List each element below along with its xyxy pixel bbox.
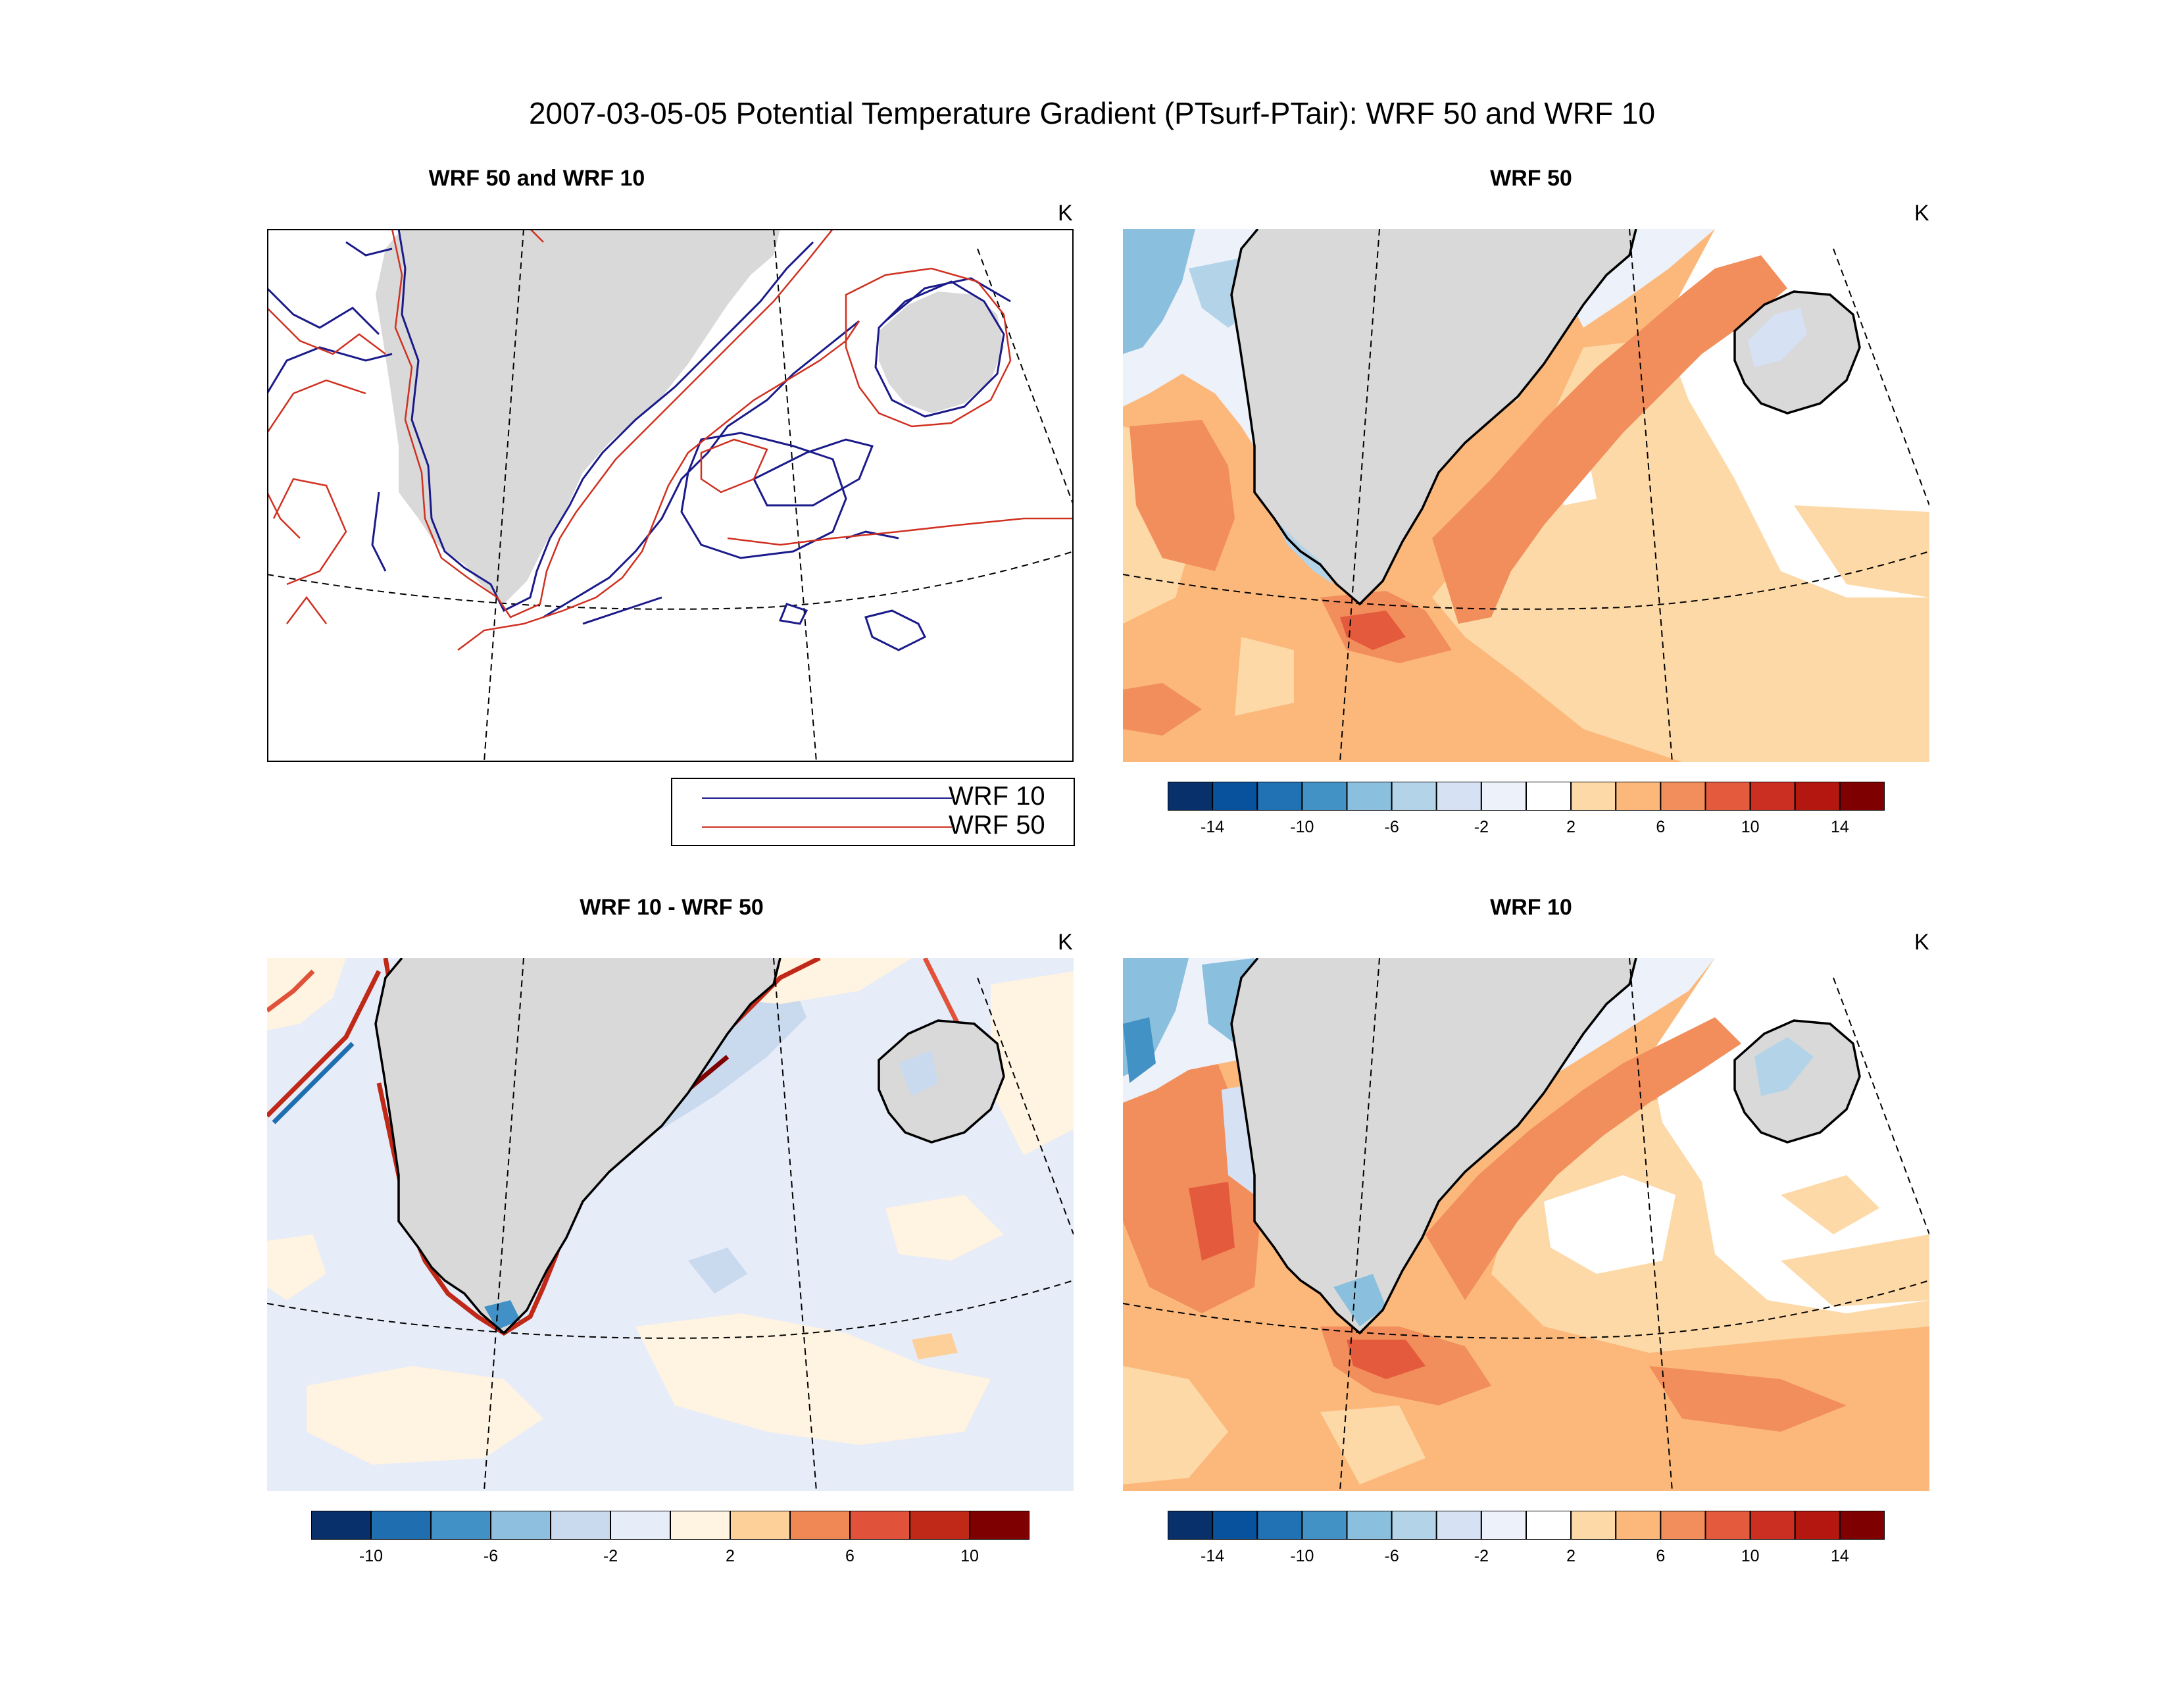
- legend-line-wrf50: [702, 826, 952, 828]
- colorbar-tick-label: 10: [960, 1547, 979, 1565]
- colorbar-swatch: [1256, 1510, 1303, 1540]
- figure-title: 2007-03-05-05 Potential Temperature Grad…: [528, 96, 1656, 130]
- colorbar-swatch: [1615, 781, 1662, 811]
- colorbar-tick-label: 2: [1566, 818, 1576, 836]
- colorbar-swatch: [670, 1510, 731, 1540]
- colorbar-tick-label: 14: [1830, 818, 1849, 836]
- colorbar-swatch: [1660, 781, 1706, 811]
- colorbar-swatch: [1301, 1510, 1348, 1540]
- colorbar-swatch: [430, 1510, 491, 1540]
- colorbar-swatch: [1346, 1510, 1393, 1540]
- panel-title-combined: WRF 50 and WRF 10: [428, 166, 645, 191]
- colorbar-swatch: [1526, 1510, 1572, 1540]
- colorbar-tick-label: 2: [726, 1547, 735, 1565]
- unit-label-combined: K: [1058, 201, 1073, 226]
- colorbar-swatch: [370, 1510, 432, 1540]
- colorbar-swatch: [1526, 781, 1572, 811]
- colorbar-swatch: [1704, 781, 1751, 811]
- colorbar-swatch: [1480, 781, 1527, 811]
- colorbar-ticks-wrf50: -14 -10 -6 -2 2 6 10 14: [1168, 818, 1885, 838]
- colorbar-tick-label: 6: [1656, 1547, 1666, 1565]
- colorbar-swatch: [1660, 1510, 1706, 1540]
- filled-map-wrf10: [1123, 958, 1929, 1491]
- colorbar-swatch: [1794, 781, 1841, 811]
- colorbar-tick-label: -10: [359, 1547, 384, 1565]
- colorbar-tick-label: -14: [1201, 818, 1225, 836]
- contour-legend: WRF 10 WRF 50: [671, 778, 1075, 846]
- colorbar-swatch: [1435, 1510, 1482, 1540]
- colorbar-swatch: [1212, 781, 1258, 811]
- colorbar-tick-label: -10: [1290, 1547, 1314, 1565]
- colorbar-swatch: [1256, 781, 1303, 811]
- colorbar-ticks-difference: -10 -6 -2 2 6 10: [311, 1547, 1030, 1567]
- colorbar-swatch: [1435, 781, 1482, 811]
- colorbar-swatch: [1167, 1510, 1214, 1540]
- colorbar-swatch: [1839, 1510, 1885, 1540]
- colorbar-swatch: [550, 1510, 611, 1540]
- colorbar-swatch: [490, 1510, 551, 1540]
- colorbar-tick-label: -2: [603, 1547, 618, 1565]
- colorbar-swatch: [1704, 1510, 1751, 1540]
- colorbar-swatch: [849, 1510, 910, 1540]
- colorbar-swatch: [1839, 781, 1885, 811]
- colorbar-swatch: [1794, 1510, 1841, 1540]
- panel-title-difference: WRF 10 - WRF 50: [580, 895, 764, 920]
- filled-map-wrf50: [1123, 229, 1929, 762]
- unit-label-difference: K: [1058, 930, 1073, 955]
- colorbar-tick-label: 10: [1741, 818, 1760, 836]
- colorbar-tick-label: 10: [1741, 1547, 1760, 1565]
- colorbar-tick-label: -10: [1290, 818, 1314, 836]
- colorbar-tick-label: 2: [1566, 1547, 1576, 1565]
- colorbar-swatch: [789, 1510, 851, 1540]
- colorbar-wrf10: [1167, 1510, 1885, 1540]
- colorbar-swatch: [1301, 781, 1348, 811]
- colorbar-swatch: [969, 1510, 1030, 1540]
- colorbar-tick-label: -6: [483, 1547, 499, 1565]
- colorbar-tick-label: -6: [1384, 818, 1399, 836]
- colorbar-tick-label: -2: [1474, 818, 1489, 836]
- colorbar-swatch: [1749, 1510, 1796, 1540]
- colorbar-tick-label: -2: [1474, 1547, 1489, 1565]
- panel-title-wrf50: WRF 50: [1490, 166, 1572, 191]
- unit-label-wrf10: K: [1914, 930, 1929, 955]
- colorbar-swatch: [1167, 781, 1214, 811]
- colorbar-swatch: [310, 1510, 372, 1540]
- colorbar-swatch: [1480, 1510, 1527, 1540]
- filled-map-difference: [267, 958, 1074, 1491]
- colorbar-difference: [310, 1510, 1030, 1540]
- colorbar-swatch: [1749, 781, 1796, 811]
- colorbar-swatch: [1570, 1510, 1617, 1540]
- colorbar-swatch: [1615, 1510, 1662, 1540]
- legend-label-wrf10: WRF 10: [949, 782, 1045, 811]
- colorbar-tick-label: -14: [1201, 1547, 1225, 1565]
- colorbar-swatch: [1570, 781, 1617, 811]
- colorbar-tick-label: 6: [1656, 818, 1666, 836]
- colorbar-swatch: [1346, 781, 1393, 811]
- colorbar-swatch: [1391, 781, 1437, 811]
- colorbar-swatch: [610, 1510, 671, 1540]
- contour-map-combined: [267, 229, 1074, 762]
- colorbar-swatch: [730, 1510, 791, 1540]
- greenland-landmass: [376, 229, 780, 604]
- unit-label-wrf50: K: [1914, 201, 1929, 226]
- legend-label-wrf50: WRF 50: [949, 811, 1045, 840]
- colorbar-tick-label: -6: [1384, 1547, 1399, 1565]
- legend-line-wrf10: [702, 797, 952, 799]
- iceland-landmass: [879, 291, 1004, 413]
- panel-title-wrf10: WRF 10: [1490, 895, 1572, 920]
- colorbar-swatch: [1212, 1510, 1258, 1540]
- colorbar-wrf50: [1167, 781, 1885, 811]
- colorbar-tick-label: 14: [1830, 1547, 1849, 1565]
- colorbar-tick-label: 6: [845, 1547, 855, 1565]
- colorbar-swatch: [909, 1510, 970, 1540]
- colorbar-ticks-wrf10: -14 -10 -6 -2 2 6 10 14: [1168, 1547, 1885, 1567]
- colorbar-swatch: [1391, 1510, 1437, 1540]
